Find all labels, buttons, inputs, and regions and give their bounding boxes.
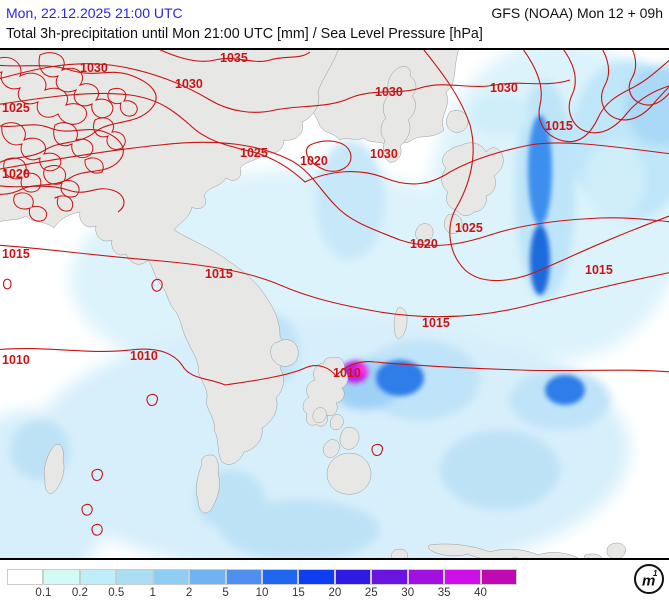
svg-text:1030: 1030 bbox=[490, 81, 518, 95]
svg-text:1020: 1020 bbox=[2, 167, 30, 181]
svg-text:1030: 1030 bbox=[80, 61, 108, 75]
svg-text:1015: 1015 bbox=[422, 316, 450, 330]
svg-text:1010: 1010 bbox=[333, 366, 361, 380]
svg-text:1015: 1015 bbox=[205, 267, 233, 281]
svg-text:1020: 1020 bbox=[410, 237, 438, 251]
svg-text:1020: 1020 bbox=[300, 154, 328, 168]
svg-text:1: 1 bbox=[653, 569, 658, 578]
svg-text:1030: 1030 bbox=[370, 147, 398, 161]
svg-text:1015: 1015 bbox=[2, 247, 30, 261]
svg-text:1015: 1015 bbox=[545, 119, 573, 133]
svg-text:1035: 1035 bbox=[220, 51, 248, 65]
svg-text:1025: 1025 bbox=[240, 146, 268, 160]
svg-text:1010: 1010 bbox=[130, 349, 158, 363]
svg-text:1025: 1025 bbox=[2, 101, 30, 115]
svg-text:1010: 1010 bbox=[2, 353, 30, 367]
svg-text:1015: 1015 bbox=[585, 263, 613, 277]
svg-text:1025: 1025 bbox=[455, 221, 483, 235]
svg-text:1030: 1030 bbox=[375, 85, 403, 99]
svg-text:1030: 1030 bbox=[175, 77, 203, 91]
